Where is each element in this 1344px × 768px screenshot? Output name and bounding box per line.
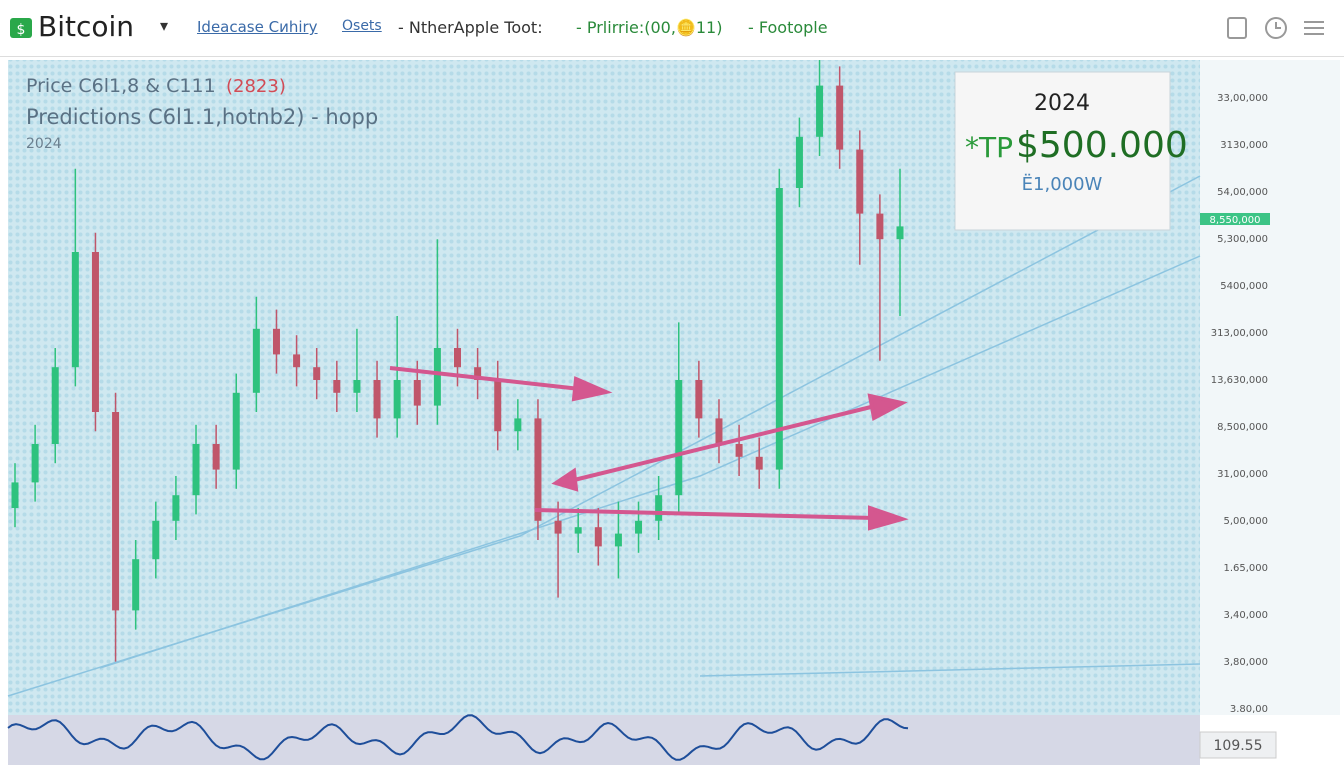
trend-lines bbox=[7, 175, 1201, 697]
logo-text[interactable]: Bitcoin bbox=[38, 10, 135, 43]
candle-body bbox=[614, 533, 622, 547]
price-label: 1.65,000 bbox=[1223, 563, 1268, 574]
price-axis: 33,00,000 3130,000 54,00,000 5,300,000 5400,… bbox=[1211, 93, 1268, 715]
indicator-value: 109.55 bbox=[1214, 738, 1263, 754]
candle-body bbox=[795, 136, 803, 188]
candle-body bbox=[816, 85, 824, 137]
price-label: 5,300,000 bbox=[1217, 234, 1268, 245]
callout-sub: Ё1,000W bbox=[1022, 174, 1103, 195]
legend-predictions: Predictions C6l1.1,hotnb2) - hopp bbox=[26, 105, 378, 129]
price-label: 3,40,000 bbox=[1223, 610, 1268, 621]
oscillator-line bbox=[7, 714, 909, 761]
price-label: 8,500,000 bbox=[1217, 422, 1268, 433]
price-label: 5,00,000 bbox=[1223, 516, 1268, 527]
candle-body bbox=[31, 444, 39, 483]
candle-body bbox=[252, 328, 260, 393]
candle-body bbox=[393, 380, 401, 419]
candle-body bbox=[212, 444, 220, 470]
candle-body bbox=[856, 149, 864, 214]
toolbar-icons[interactable] bbox=[1224, 14, 1334, 44]
candle-body bbox=[232, 392, 240, 470]
candle-body bbox=[333, 380, 341, 393]
price-tag-bg bbox=[1200, 213, 1270, 225]
candle-body bbox=[695, 380, 703, 419]
price-label: 313,00,000 bbox=[1211, 328, 1268, 339]
candle-body bbox=[755, 456, 763, 470]
candle-body bbox=[192, 444, 200, 496]
candle-body bbox=[554, 520, 562, 534]
candle-body bbox=[433, 348, 441, 406]
candle-body bbox=[715, 418, 723, 444]
logo-icon: $ bbox=[10, 18, 32, 38]
price-tag: 8,550,000 bbox=[1210, 215, 1261, 226]
callout-prefix: *TP bbox=[965, 131, 1013, 164]
target-callout: 2024 *TP $500.000 Ё1,000W bbox=[954, 71, 1188, 231]
legend-price: Price C6l1,8 & C111 bbox=[26, 75, 216, 97]
candle-body bbox=[836, 85, 844, 150]
candle-body bbox=[574, 527, 582, 534]
tab[interactable]: Ideacase Cиhiry bbox=[197, 18, 318, 36]
candle-body bbox=[112, 412, 120, 611]
candle-body bbox=[91, 252, 99, 412]
legend-year: 2024 bbox=[26, 136, 62, 152]
candle-body bbox=[594, 527, 602, 547]
candle-body bbox=[655, 495, 663, 521]
candle-body bbox=[775, 188, 783, 470]
candle-body bbox=[635, 520, 643, 534]
indicator-value-box bbox=[1199, 731, 1277, 759]
candle-body bbox=[494, 380, 502, 432]
candle-body bbox=[293, 354, 301, 368]
candle-body bbox=[474, 367, 482, 380]
candle-body bbox=[675, 380, 683, 496]
candle-body bbox=[172, 495, 180, 521]
price-axis-panel bbox=[1200, 60, 1340, 715]
candle-body bbox=[313, 367, 321, 380]
toolbar: $ Bitcoin ▾ Ideacase Cиhiry Osets - Nthe… bbox=[0, 0, 1344, 57]
prediction-arrows bbox=[389, 366, 909, 531]
candle-body bbox=[11, 482, 19, 508]
candle-body bbox=[876, 213, 884, 240]
tab[interactable]: Osets bbox=[342, 18, 382, 34]
menu-item[interactable]: - NtherApple Toot: bbox=[398, 18, 543, 37]
menu-item[interactable]: - Footople bbox=[748, 18, 828, 37]
candle-body bbox=[152, 520, 160, 560]
callout-box bbox=[954, 71, 1171, 231]
candle-body bbox=[534, 418, 542, 521]
callout-target: $500.000 bbox=[1016, 125, 1188, 166]
svg-text:$: $ bbox=[17, 22, 26, 38]
candle-body bbox=[272, 328, 280, 355]
chart-panel: Price C6l1,8 & C111 (2823) Predictions C… bbox=[7, 60, 1340, 765]
price-label: 13,630,000 bbox=[1211, 375, 1268, 386]
menu-item[interactable]: - Prlirrie:(00,🪙11) bbox=[576, 18, 723, 37]
candle-body bbox=[373, 380, 381, 419]
price-label: 5400,000 bbox=[1220, 281, 1268, 292]
candle-body bbox=[71, 252, 79, 368]
candle-body bbox=[353, 380, 361, 393]
callout-year: 2024 bbox=[1034, 91, 1090, 116]
price-label: 33,00,000 bbox=[1217, 93, 1268, 104]
price-label: 3130,000 bbox=[1220, 140, 1268, 151]
legend-price-tag: (2823) bbox=[226, 76, 286, 97]
price-label: 3.80,00 bbox=[1230, 704, 1268, 715]
price-label: 3,80,000 bbox=[1223, 657, 1268, 668]
candle-body bbox=[514, 418, 522, 432]
price-label: 54,00,000 bbox=[1217, 187, 1268, 198]
candle-body bbox=[413, 380, 421, 406]
candle-body bbox=[51, 367, 59, 444]
candle-body bbox=[132, 559, 140, 611]
candle-body bbox=[735, 444, 743, 457]
dropdown[interactable]: ▾ bbox=[160, 16, 169, 35]
candle-body bbox=[454, 348, 461, 368]
price-label: 31,00,000 bbox=[1217, 469, 1268, 480]
candle-body bbox=[896, 226, 904, 240]
